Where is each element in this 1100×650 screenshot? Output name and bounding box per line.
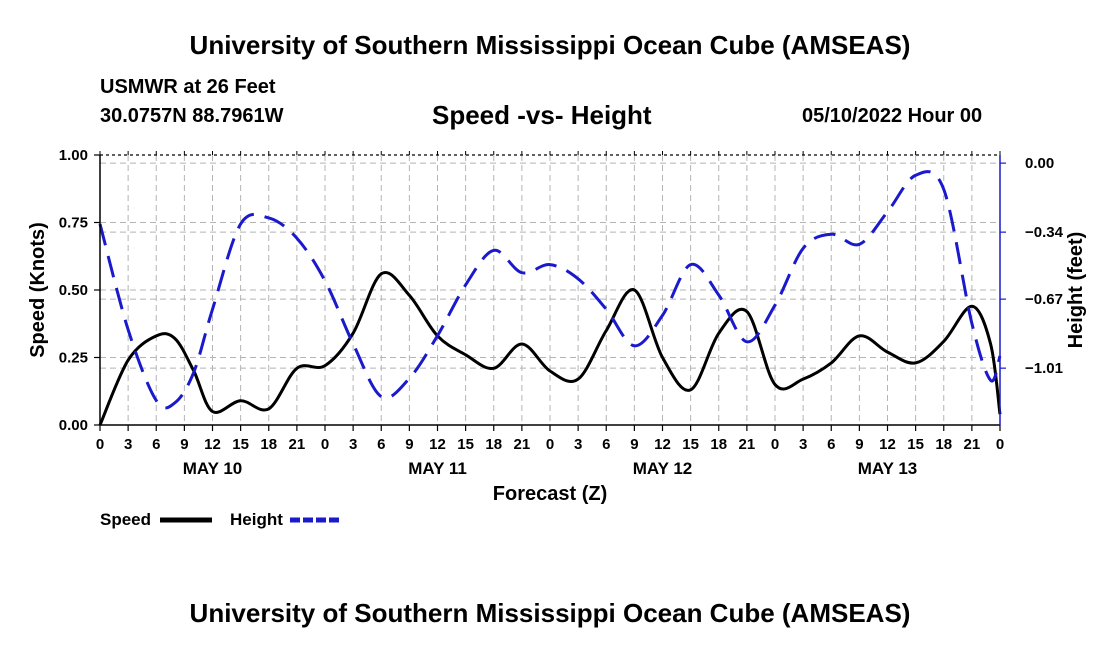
x-tick-label: 15: [907, 436, 924, 453]
x-tick-label: 18: [260, 436, 277, 453]
x-tick-label: 9: [405, 436, 413, 453]
x-tick-label: 18: [935, 436, 952, 453]
station-label: USMWR at 26 Feet: [100, 76, 276, 98]
x-tick-label: 21: [964, 436, 981, 453]
legend-speed-label: Speed: [100, 510, 151, 529]
y-tick-label: 0.25: [59, 350, 88, 367]
x-tick-label: 6: [377, 436, 385, 453]
x-tick-label: 3: [574, 436, 582, 453]
x-tick-label: 0: [321, 436, 329, 453]
x-tick-label: 9: [180, 436, 188, 453]
y-tick-label: 1.00: [59, 147, 88, 164]
day-label: MAY 12: [633, 459, 693, 478]
x-tick-label: 9: [630, 436, 638, 453]
y-axis-title: Speed (Knots): [27, 222, 49, 358]
height-series-line: [98, 170, 1002, 410]
y2-axis-title: Height (feet): [1065, 232, 1087, 349]
y2-tick-label: −0.34: [1025, 224, 1064, 241]
x-tick-label: 3: [799, 436, 807, 453]
x-tick-label: 12: [204, 436, 221, 453]
y-tick-label: 0.00: [59, 417, 88, 434]
y2-tick-label: −1.01: [1025, 360, 1063, 377]
x-tick-label: 12: [879, 436, 896, 453]
date-label: 05/10/2022 Hour 00: [802, 105, 983, 127]
y-tick-label: 0.50: [59, 282, 88, 299]
speed-series-line: [98, 271, 1002, 426]
x-tick-label: 12: [654, 436, 671, 453]
day-label: MAY 13: [858, 459, 918, 478]
grid-layer: [100, 155, 1000, 425]
main-title: University of Southern Mississippi Ocean…: [189, 30, 911, 60]
legend-layer: Speed Height: [100, 510, 342, 529]
x-tick-label: 0: [771, 436, 779, 453]
y-tick-label: 0.75: [59, 215, 88, 232]
x-tick-label: 21: [739, 436, 756, 453]
x-tick-label: 9: [855, 436, 863, 453]
x-tick-label: 6: [602, 436, 610, 453]
y2-tick-label: −0.67: [1025, 291, 1063, 308]
x-tick-label: 21: [514, 436, 531, 453]
day-label: MAY 10: [183, 459, 243, 478]
x-tick-label: 0: [996, 436, 1004, 453]
x-tick-label: 12: [429, 436, 446, 453]
footer-title: University of Southern Mississippi Ocean…: [189, 598, 911, 628]
x-tick-label: 21: [289, 436, 306, 453]
day-label: MAY 11: [408, 459, 467, 478]
labels-layer: 0 3 6 9 12 15 18 21 0 3 6 9 12 15 18 21 0 3 6 9 12 15 18 21 0 3 6 9…: [27, 147, 1087, 505]
x-tick-label: 0: [546, 436, 554, 453]
x-tick-label: 6: [152, 436, 160, 453]
chart-title: Speed -vs- Height: [432, 100, 652, 130]
coordinates-label: 30.0757N 88.7961W: [100, 105, 284, 127]
axes-layer: [94, 151, 1006, 431]
x-tick-label: 18: [485, 436, 502, 453]
x-tick-label: 3: [349, 436, 357, 453]
series-layer: [98, 170, 1002, 426]
x-tick-label: 0: [96, 436, 104, 453]
x-tick-label: 15: [682, 436, 699, 453]
x-tick-label: 15: [457, 436, 474, 453]
x-tick-label: 18: [710, 436, 727, 453]
y2-tick-label: 0.00: [1025, 155, 1054, 172]
x-tick-label: 6: [827, 436, 835, 453]
x-tick-label: 3: [124, 436, 132, 453]
x-tick-label: 15: [232, 436, 249, 453]
legend-height-label: Height: [230, 510, 283, 529]
x-axis-title: Forecast (Z): [493, 483, 607, 505]
